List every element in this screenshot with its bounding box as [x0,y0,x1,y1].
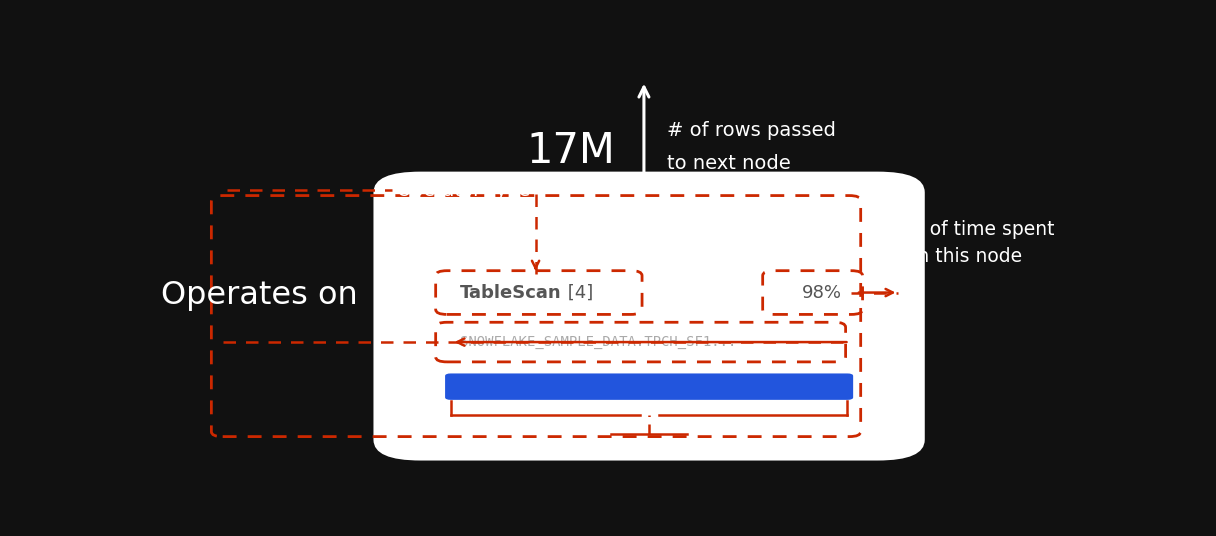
Text: # of rows passed: # of rows passed [668,121,837,140]
Text: on this node: on this node [906,247,1021,266]
Text: Operator Type: Operator Type [396,181,530,200]
FancyBboxPatch shape [373,172,924,460]
Text: % of time spent: % of time spent [906,220,1054,239]
FancyBboxPatch shape [445,374,854,400]
Text: TableScan: TableScan [460,284,562,302]
Text: 98%: 98% [801,284,841,302]
Text: to next node: to next node [668,154,792,173]
Text: SNOWFLAKE_SAMPLE_DATA.TPCH_SF1...: SNOWFLAKE_SAMPLE_DATA.TPCH_SF1... [460,335,737,349]
Text: [4]: [4] [562,284,593,302]
Text: Operates on: Operates on [162,280,359,311]
Text: 17M: 17M [527,130,615,172]
